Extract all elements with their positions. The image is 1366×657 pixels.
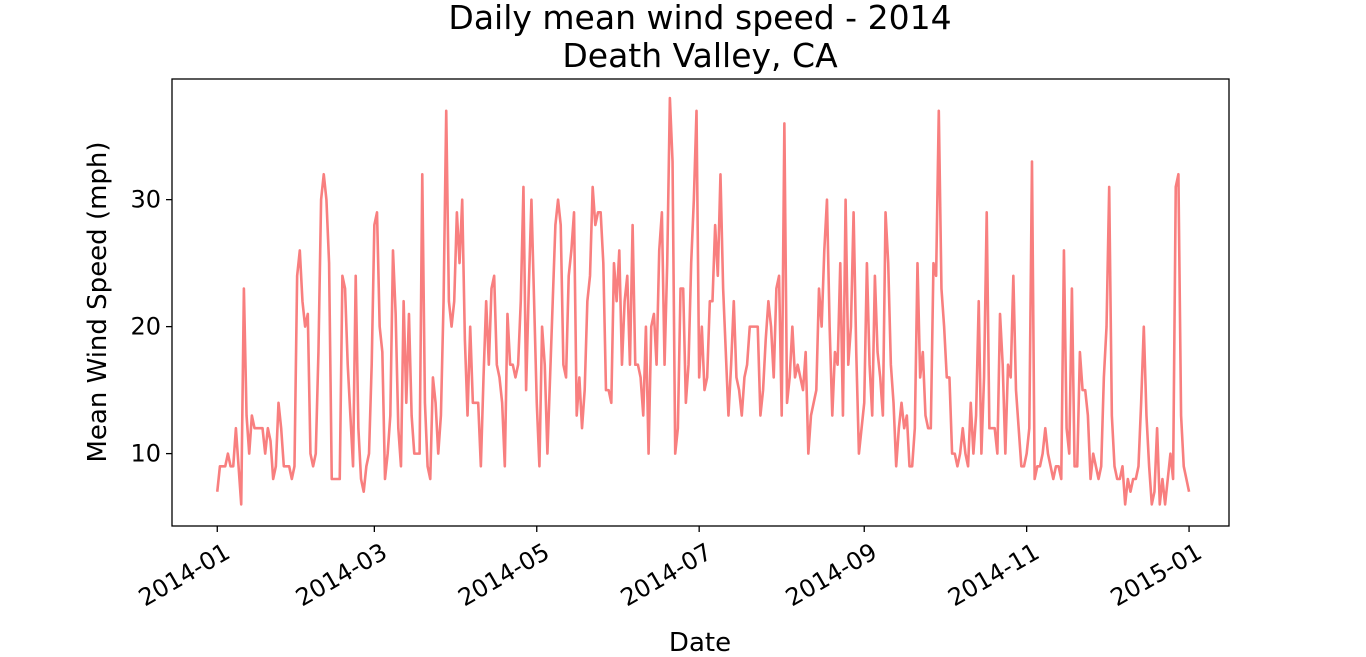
plot-frame (171, 78, 1230, 527)
series-line-0 (215, 96, 1191, 506)
series-layer (215, 96, 1191, 506)
x-axis: 2014-01 2014-03 2014-05 2014-07 2014-09 2014-… (134, 526, 1207, 612)
y-axis-label: Mean Wind Speed (mph) (83, 141, 113, 462)
y-tick-label-1: 20 (130, 313, 161, 341)
x-tick-label-6: 2015-01 (1106, 538, 1207, 612)
x-axis-label: Date (669, 628, 731, 657)
x-tick-label-1: 2014-03 (291, 538, 392, 612)
x-tick-label-3: 2014-07 (616, 538, 717, 612)
chart-title: Daily mean wind speed - 2014 (448, 0, 951, 37)
x-tick-label-5: 2014-11 (943, 538, 1044, 612)
y-tick-label-2: 30 (130, 186, 161, 214)
x-tick-label-0: 2014-01 (134, 538, 235, 612)
x-tick-label-4: 2014-09 (781, 538, 882, 612)
y-tick-label-0: 10 (130, 440, 161, 468)
y-axis: 10 20 30 (130, 186, 172, 468)
chart-subtitle: Death Valley, CA (562, 36, 838, 75)
x-tick-label-2: 2014-05 (453, 538, 554, 612)
